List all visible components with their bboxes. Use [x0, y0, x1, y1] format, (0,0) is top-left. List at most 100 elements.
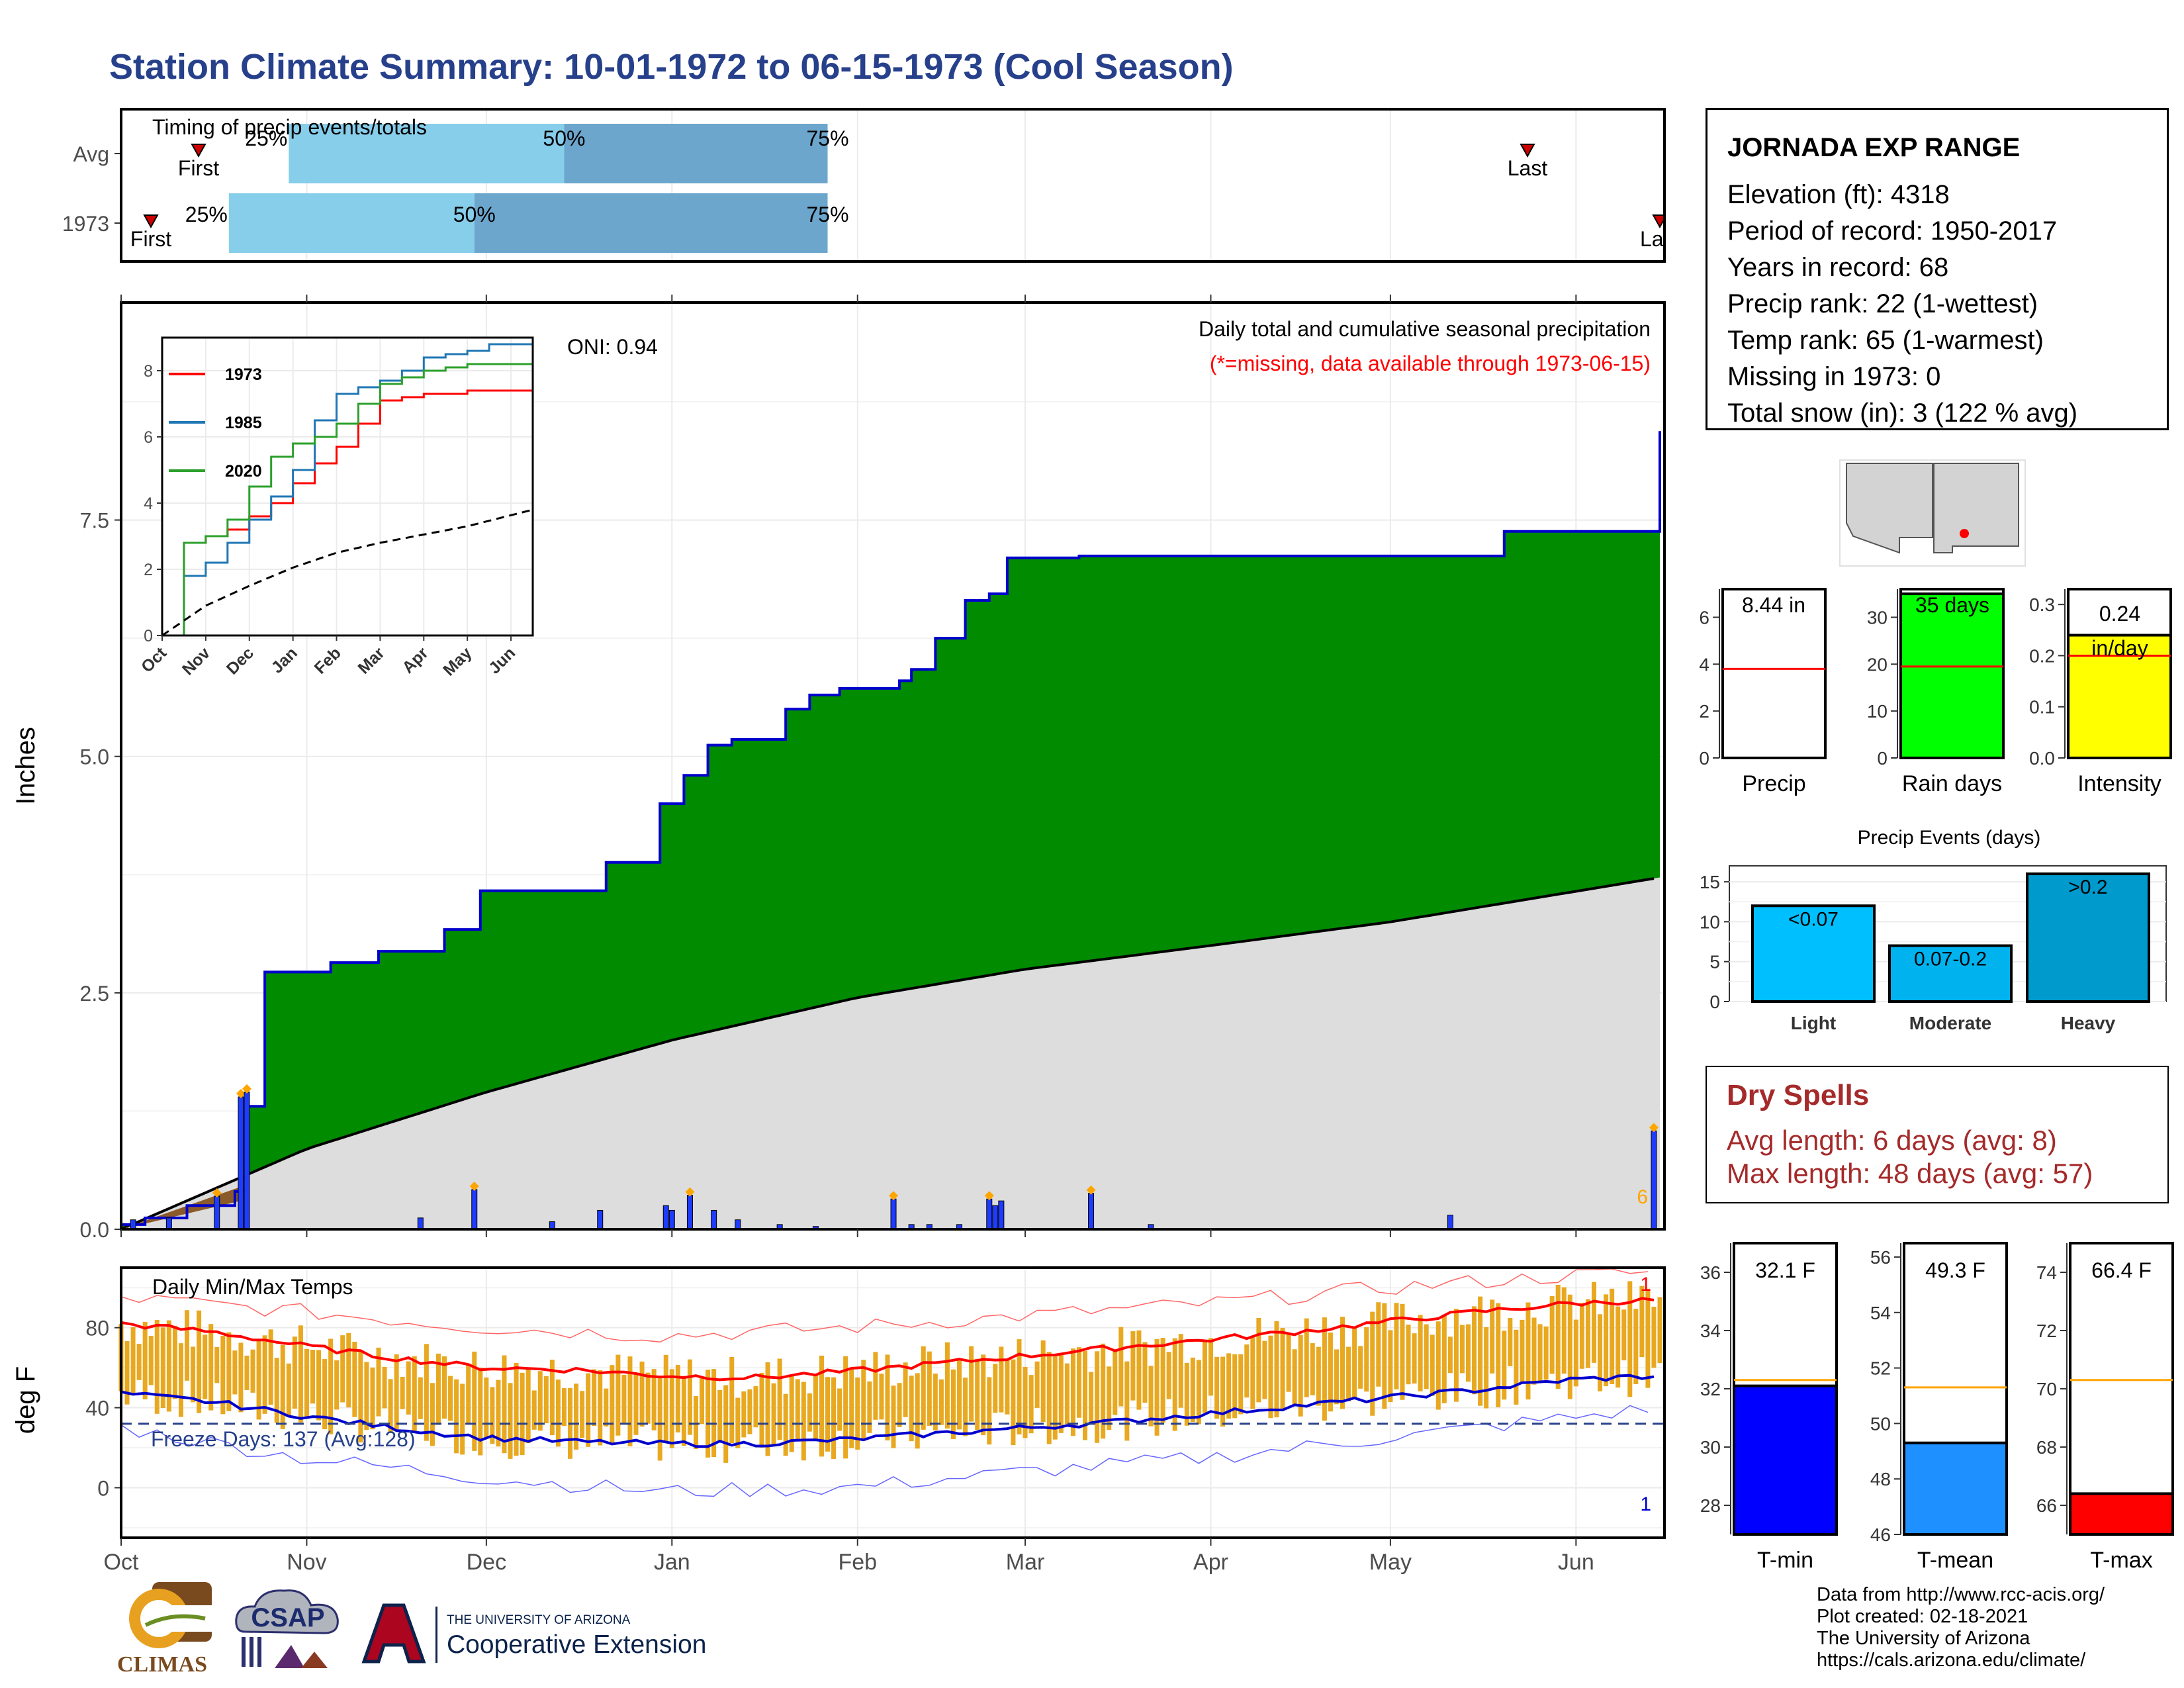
daily-temp-bar: [478, 1368, 483, 1456]
precip-ytick-label: 6: [1699, 608, 1709, 628]
daily-temp-bar: [1226, 1353, 1232, 1419]
timing-p50-label: 50%: [543, 126, 585, 150]
t-min-label: T-min: [1757, 1548, 1813, 1573]
daily-temp-bar: [927, 1351, 932, 1426]
daily-temp-bar: [191, 1346, 196, 1403]
daily-temp-bar: [615, 1354, 621, 1436]
daily-temp-bar: [1490, 1299, 1495, 1374]
daily-temp-bar: [1286, 1334, 1291, 1392]
daily-temp-bar: [1657, 1297, 1662, 1364]
rain-days-label: Rain days: [1902, 771, 2002, 796]
daily-precip-bar: [238, 1096, 244, 1230]
daily-temp-bar: [1113, 1350, 1118, 1415]
intensity-ytick-label: 0.3: [2029, 594, 2055, 615]
timing-1973-last-label: La: [1640, 227, 1664, 251]
daily-temp-bar: [250, 1349, 255, 1393]
timing-p25-label: 25%: [185, 203, 228, 226]
daily-precip-bar: [1088, 1193, 1095, 1230]
daily-temp-bar: [693, 1396, 698, 1449]
daily-temp-bar: [406, 1361, 411, 1415]
daily-precip-marker: [236, 1089, 246, 1098]
daily-temp-bar: [1441, 1314, 1447, 1403]
daily-precip-marker: [984, 1191, 994, 1201]
t-min-ytick-label: 28: [1700, 1495, 1721, 1516]
daily-temp-bar: [537, 1371, 543, 1431]
daily-temp-bar: [867, 1381, 872, 1433]
climas-logo-mark: CLIMAS: [117, 1582, 212, 1677]
daily-precip-marker: [469, 1182, 479, 1191]
daily-temp-bar: [921, 1346, 926, 1430]
daily-temp-bar: [1083, 1350, 1088, 1440]
x-axis-month-label: Oct: [104, 1550, 139, 1575]
precip-label: Precip: [1742, 771, 1805, 796]
daily-temp-bar: [430, 1383, 435, 1446]
precip-ytick-label: 2: [1699, 701, 1709, 722]
daily-temp-bar: [627, 1356, 633, 1446]
daily-precip-bar: [165, 1217, 172, 1230]
elevation-text: Elevation (ft): 4318: [1727, 180, 1950, 209]
daily-precip-bar: [735, 1219, 741, 1230]
daily-temp-bar: [340, 1335, 345, 1403]
daily-temp-bar: [208, 1324, 214, 1411]
daily-temp-bar: [1256, 1317, 1261, 1403]
daily-temp-bar: [382, 1366, 387, 1409]
daily-temp-bar: [873, 1352, 878, 1420]
station-location-dot: [1960, 529, 1969, 538]
rain-days-ytick-label: 0: [1877, 748, 1888, 769]
daily-temp-bar: [525, 1370, 531, 1444]
rain-days-ytick-label: 30: [1867, 608, 1888, 628]
inset-bg: [162, 338, 533, 635]
daily-temp-bar: [1334, 1349, 1339, 1405]
daily-temp-bar: [1358, 1346, 1363, 1389]
daily-temp-bar: [586, 1373, 591, 1447]
t-max-value-bar: [2069, 1492, 2174, 1536]
precip-panel-border: [120, 301, 1666, 1231]
daily-temp-bar: [993, 1364, 998, 1413]
daily-temp-bar: [1232, 1354, 1238, 1419]
daily-temp-bar: [262, 1335, 267, 1414]
intensity-label: Intensity: [2077, 771, 2161, 796]
daily-temp-bar: [897, 1383, 902, 1427]
t-min-ytick-label: 36: [1700, 1262, 1721, 1283]
daily-temp-bar: [1520, 1319, 1525, 1383]
daily-precip-marker: [242, 1084, 251, 1094]
period-of-record-text: Period of record: 1950-2017: [1727, 216, 2058, 246]
events-bar-label: Heavy: [2061, 1013, 2116, 1033]
daily-temp-bar: [1627, 1281, 1633, 1397]
years-in-record-text: Years in record: 68: [1727, 253, 1949, 282]
daily-temp-bar: [1598, 1314, 1603, 1391]
intensity-value-label: 0.24: [2099, 602, 2140, 626]
daily-temp-bar: [418, 1377, 423, 1419]
daily-temp-bar: [304, 1348, 309, 1417]
daily-temp-bar: [1178, 1334, 1183, 1408]
timing-1973-first-marker: [143, 214, 159, 229]
daily-temp-bar: [1502, 1331, 1507, 1400]
daily-temp-bar: [1052, 1354, 1058, 1440]
inset-ytick-label: 6: [144, 428, 153, 447]
precip-ytick-label: 0: [1699, 748, 1709, 769]
daily-temp-bar: [1040, 1340, 1046, 1423]
daily-precip-bar: [711, 1209, 717, 1230]
daily-temp-bar: [1561, 1287, 1567, 1374]
daily-temp-bar: [592, 1369, 597, 1427]
daily-temp-bar: [1148, 1366, 1154, 1427]
inset-ytick-label: 0: [144, 627, 153, 645]
precip-heading: Daily total and cumulative seasonal prec…: [1199, 317, 1651, 341]
events-bar-label: Light: [1791, 1013, 1836, 1033]
t-min-value-bar: [1733, 1384, 1838, 1536]
timing-p25-label: 25%: [245, 126, 287, 150]
temp-ytick-label: 80: [85, 1317, 109, 1340]
record-high-line: [120, 1268, 1648, 1343]
rain-days-value-bar: [1899, 592, 2005, 759]
daily-temp-bar: [298, 1325, 303, 1423]
daily-temp-bar: [765, 1362, 770, 1456]
inset-line-avg: [161, 508, 533, 637]
daily-temp-bar: [621, 1374, 627, 1425]
daily-temp-bar: [394, 1354, 399, 1430]
daily-temp-bar: [514, 1362, 519, 1456]
t-mean-ytick-label: 48: [1870, 1469, 1891, 1489]
daily-temp-bar: [543, 1376, 549, 1424]
daily-temp-bar: [789, 1376, 794, 1452]
daily-temp-bar: [1573, 1319, 1578, 1387]
